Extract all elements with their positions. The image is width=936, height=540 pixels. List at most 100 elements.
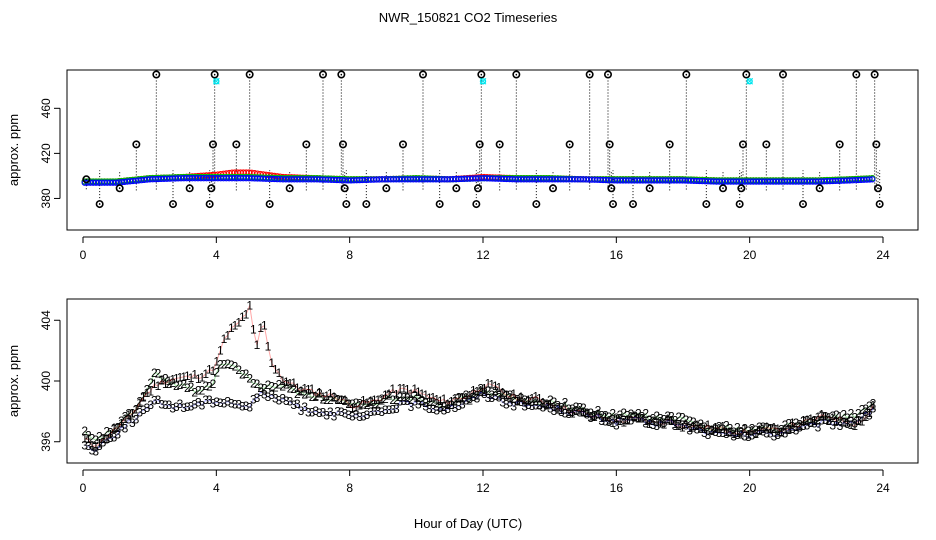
- series-3-line: [84, 391, 874, 453]
- spike-point-center: [705, 203, 708, 205]
- series-1-point: 1: [173, 371, 180, 385]
- series-1-point: 1: [118, 416, 125, 430]
- series-2-point: 2: [485, 384, 492, 398]
- series-2-point: 2: [411, 388, 418, 402]
- series-2-point: 2: [789, 419, 796, 433]
- series-2-point: 2: [375, 398, 382, 412]
- spike-point: [382, 184, 391, 193]
- series-3-point: 3: [199, 398, 206, 412]
- series-2-point: 2: [488, 388, 495, 402]
- spike-point: [265, 200, 274, 209]
- series-1-point: 1: [679, 421, 686, 435]
- series-1-point: 1: [818, 408, 825, 422]
- series-1-point: 1: [496, 381, 503, 395]
- series-2-point: 2: [246, 372, 253, 386]
- series-2-point: 2: [719, 422, 726, 436]
- series-3-point: 3: [503, 397, 510, 411]
- top-x-tick-label: 12: [476, 248, 490, 262]
- series-3-point: 3: [111, 431, 118, 445]
- series-3-point: 3: [455, 399, 462, 413]
- series-1-point: 1: [870, 398, 877, 412]
- series-2-point: 2: [122, 410, 129, 424]
- series-1-point: 1: [448, 394, 455, 408]
- series-2-point: 2: [818, 409, 825, 423]
- series-1-point: 1: [283, 375, 290, 389]
- series-1-point: 1: [375, 393, 382, 407]
- series-3-point: 3: [243, 399, 250, 413]
- series-1-point: 1: [433, 392, 440, 406]
- top-y-tick-label: 420: [39, 143, 53, 163]
- series-1-point: 1: [463, 390, 470, 404]
- series-2-point: 2: [815, 414, 822, 428]
- series-3-point: 3: [430, 402, 437, 416]
- series-1-point: 1: [151, 377, 158, 391]
- series-2-point: 2: [140, 390, 147, 404]
- series-2-line: [84, 363, 874, 441]
- series-2-point: 2: [378, 392, 385, 406]
- spike-point-center: [877, 187, 879, 190]
- spike-point-center: [648, 187, 651, 190]
- series-3-point: 3: [815, 420, 822, 434]
- series-1-point: 1: [155, 379, 162, 393]
- series-2-point: 2: [848, 407, 855, 421]
- series-2-point: 2: [393, 393, 400, 407]
- series-3-point: 3: [452, 401, 459, 415]
- series-2-point: 2: [840, 407, 847, 421]
- series-2-point: 2: [129, 407, 136, 421]
- series-1-point: 1: [444, 397, 451, 411]
- series-2-point: 2: [540, 397, 547, 411]
- series-3-point: 3: [664, 414, 671, 428]
- spike-point: [870, 70, 879, 79]
- series-3-point: 3: [375, 404, 382, 418]
- series-1-point: 1: [276, 366, 283, 380]
- series-1-point: 1: [576, 403, 583, 417]
- series-3-point: 3: [628, 413, 635, 427]
- series-3-point: 3: [144, 401, 151, 415]
- series-1-point: 1: [668, 414, 675, 428]
- series-1-point: 1: [386, 387, 393, 401]
- series-1-point: 1: [466, 388, 473, 402]
- series-2-point: 2: [250, 376, 257, 390]
- series-2-point: 2: [521, 393, 528, 407]
- series-3-point: 3: [268, 388, 275, 402]
- series-3-point: 3: [228, 396, 235, 410]
- spike-point: [548, 184, 557, 193]
- series-1-point: 1: [243, 307, 250, 321]
- series-1-point: 1: [683, 417, 690, 431]
- series-3-point: 3: [250, 393, 257, 407]
- series-2-point: 2: [316, 386, 323, 400]
- spike-point-center: [135, 143, 138, 146]
- spike-point: [185, 184, 194, 193]
- series-2-point: 2: [268, 379, 275, 393]
- spike-point: [815, 184, 824, 193]
- series-1-point: 1: [177, 371, 184, 385]
- series-3-point: 3: [796, 421, 803, 435]
- series-1-point: 1: [232, 318, 239, 332]
- series-2-point: 2: [261, 381, 268, 395]
- spike-point: [340, 184, 349, 193]
- series-2-point: 2: [661, 413, 668, 427]
- spike-point: [472, 200, 481, 209]
- series-2-point: 2: [705, 423, 712, 437]
- series-3-point: 3: [565, 407, 572, 421]
- series-3-point: 3: [844, 417, 851, 431]
- spike-point-center: [745, 73, 748, 76]
- series-1-point: 1: [100, 431, 107, 445]
- series-2-point: 2: [580, 401, 587, 415]
- series-2-point: 2: [415, 391, 422, 405]
- series-1-point: 1: [606, 414, 613, 428]
- series-2-point: 2: [496, 389, 503, 403]
- series-3-point: 3: [771, 429, 778, 443]
- series-1-point: 1: [103, 432, 110, 446]
- series-1-point: 1: [312, 389, 319, 403]
- spike-point-center: [480, 73, 483, 76]
- series-3-point: 3: [617, 411, 624, 425]
- series-1-point: 1: [771, 421, 778, 435]
- series-3-point: 3: [232, 397, 239, 411]
- series-3-point: 3: [789, 422, 796, 436]
- series-3-point: 3: [360, 409, 367, 423]
- series-2-point: 2: [778, 422, 785, 436]
- series-2-point: 2: [804, 414, 811, 428]
- series-2-point: 2: [598, 409, 605, 423]
- series-3-point: 3: [672, 419, 679, 433]
